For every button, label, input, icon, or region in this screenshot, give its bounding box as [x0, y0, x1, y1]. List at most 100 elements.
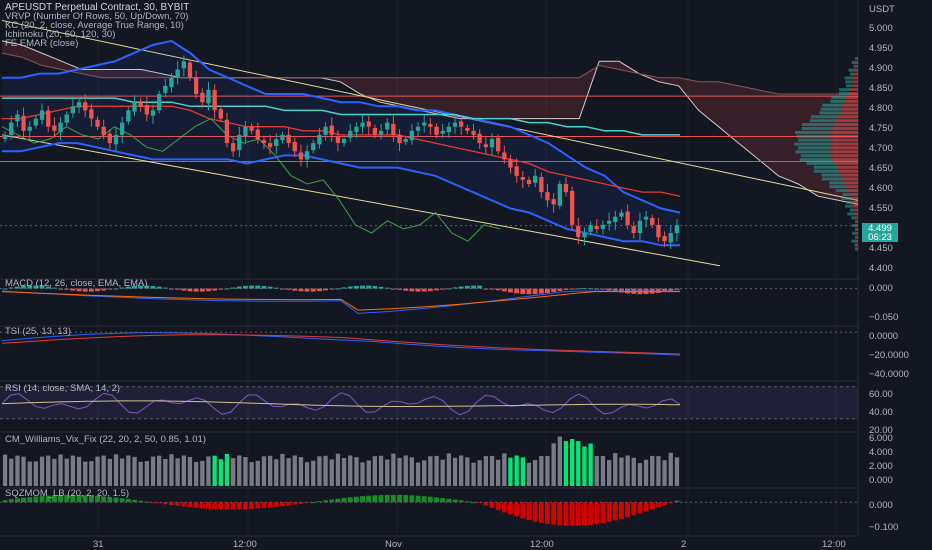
macd-bar — [421, 288, 427, 292]
candle-body — [83, 102, 88, 111]
price-tick: 4.650 — [869, 163, 893, 174]
macd-bar — [612, 288, 618, 292]
indicator-ichimoku[interactable]: Ichimoku (20, 60, 120, 30) — [5, 29, 116, 40]
sqz-bar — [156, 502, 162, 504]
price-tick: 4.450 — [869, 243, 893, 254]
candle-body — [113, 134, 119, 145]
candle-body — [280, 134, 285, 141]
vix-bar — [9, 458, 14, 486]
candle-body — [360, 122, 365, 127]
sqz-bar — [70, 494, 76, 503]
candle-body — [107, 133, 112, 144]
candle-body — [446, 126, 451, 132]
candle-body — [471, 130, 476, 135]
sqz-bar — [187, 502, 193, 508]
sqz-bar — [27, 497, 33, 503]
macd-bar — [594, 288, 600, 290]
vix-bar — [570, 439, 575, 486]
vrvp-row-down — [845, 181, 858, 185]
vix-bar — [298, 457, 304, 486]
macd-bar — [415, 288, 421, 292]
vix-tick: 4.000 — [869, 447, 893, 458]
rsi-title[interactable]: RSI (14, close, SMA, 14, 2) — [5, 383, 121, 394]
candle-body — [372, 128, 377, 135]
vix-bar — [668, 452, 673, 486]
candle-body — [600, 224, 606, 229]
candle-body — [206, 89, 211, 104]
vrvp-row-down — [849, 92, 858, 95]
price-tick: 4.600 — [869, 183, 893, 194]
vix-bar — [39, 456, 45, 486]
candle-body — [668, 233, 673, 243]
macd-title[interactable]: MACD (12, 26, close, EMA, EMA) — [5, 278, 148, 289]
candle-body — [403, 139, 408, 142]
vrvp-row-up — [846, 200, 853, 204]
vix-bar — [440, 459, 445, 486]
sqz-bar — [397, 494, 402, 503]
vrvp-row-up — [806, 161, 835, 165]
candle-body — [89, 109, 94, 119]
vrvp-row-up — [800, 154, 833, 158]
vix-bar — [588, 443, 593, 486]
sqz-bar — [113, 497, 119, 503]
vix-bar — [465, 457, 470, 486]
candle-body — [27, 126, 32, 131]
vrvp-row-up — [851, 216, 855, 220]
vix-bar — [409, 457, 414, 486]
vix-title[interactable]: CM_Williams_Vix_Fix (22, 20, 2, 50, 0.85… — [5, 434, 206, 445]
price-tick: 4.950 — [869, 43, 893, 54]
macd-bar — [329, 288, 335, 290]
sqz-bar — [341, 498, 347, 503]
candle-body — [132, 102, 137, 112]
candle-body — [224, 119, 230, 144]
candle-body — [138, 102, 143, 107]
vrvp-row-up — [845, 80, 853, 84]
macd-bar — [138, 285, 144, 289]
sqz-bar — [582, 502, 587, 526]
vix-bar — [582, 446, 587, 486]
price-tick: 4.550 — [869, 203, 893, 214]
vrvp-row-up — [819, 111, 841, 115]
sqz-bar — [317, 501, 322, 503]
vix-bar — [311, 460, 316, 486]
vrvp-row-up — [852, 231, 856, 235]
candle-body — [378, 130, 384, 135]
vix-bar — [212, 455, 217, 486]
candle-body — [169, 77, 174, 88]
vrvp-row-up — [846, 84, 853, 88]
candle-body — [46, 110, 51, 127]
indicator-vrvp[interactable]: VRVP (Number Of Rows, 50, Up/Down, 70) — [5, 11, 189, 22]
vrvp-row-up — [797, 146, 831, 150]
vix-bar — [526, 462, 532, 486]
sqz-bar — [51, 495, 57, 503]
indicator-kc[interactable]: KC (20, 2, close, Average True Range, 10… — [5, 20, 184, 31]
vix-bar — [83, 461, 88, 486]
sqz-title[interactable]: SQZMOM_LB (20, 2, 20, 1.5) — [5, 488, 130, 499]
price-tick: 4.900 — [869, 63, 893, 74]
sqz-bar — [606, 502, 612, 522]
tsi-title[interactable]: TSI (25, 13, 13) — [5, 326, 72, 337]
macd-bar — [390, 288, 396, 290]
macd-bar — [243, 285, 248, 289]
sqz-bar — [212, 502, 218, 510]
macd-bar — [286, 288, 291, 290]
sqz-bar — [434, 497, 439, 503]
macd-bar — [304, 288, 310, 292]
candle-body — [323, 126, 328, 135]
indicator-fe-emar[interactable]: FE EMAR (close) — [5, 38, 79, 49]
macd-bar — [267, 286, 273, 289]
candle-body — [150, 110, 156, 116]
candle-body — [533, 175, 538, 183]
macd-bar — [619, 288, 624, 293]
vrvp-row-down — [853, 68, 858, 72]
vix-bar — [533, 460, 538, 486]
vix-bar — [496, 459, 501, 486]
macd-bar — [471, 285, 476, 289]
macd-bar — [674, 288, 680, 290]
sqz-bar — [107, 497, 113, 503]
sqz-bar — [600, 502, 606, 524]
vix-bar — [415, 462, 421, 486]
vix-bar — [157, 455, 162, 486]
